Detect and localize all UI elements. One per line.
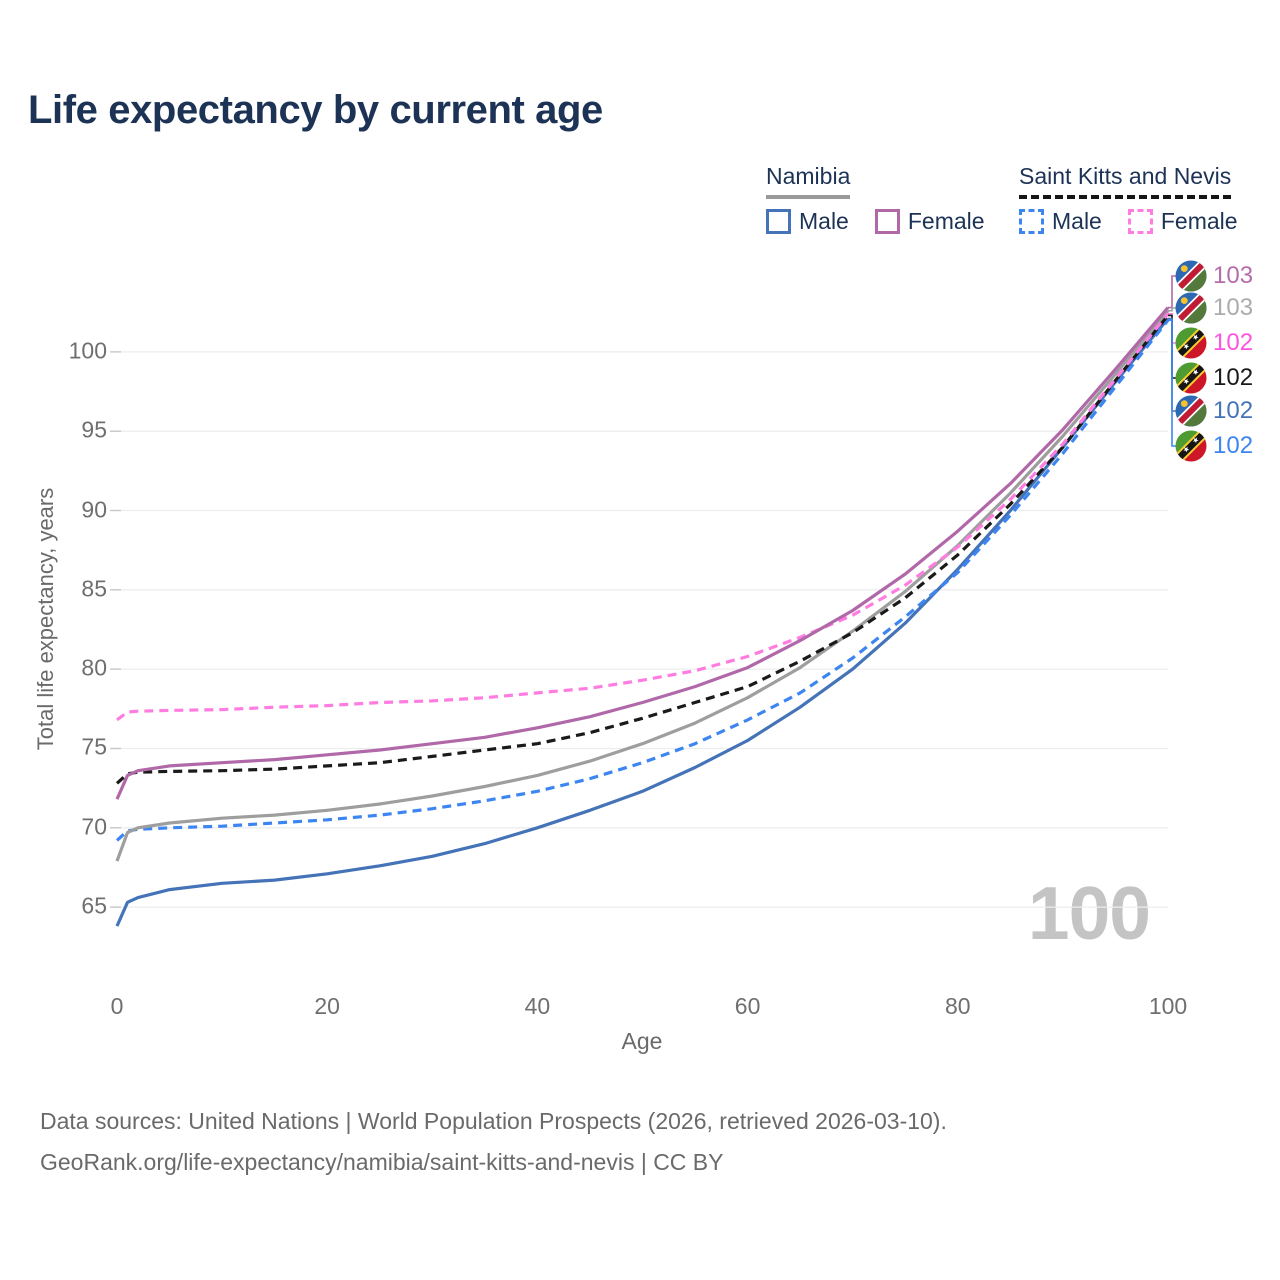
legend-item-namibia-female[interactable]: Female [874,208,985,235]
skn-female-swatch-icon [1127,209,1153,234]
legend-item-skn-male[interactable]: Male [1019,208,1102,235]
namibia-flag-icon [1175,292,1207,324]
series-end-label: 102 [1175,362,1253,394]
y-tick-label: 95 [81,416,107,443]
x-axis-title: Age [621,1028,663,1054]
end-label-connector [1168,307,1177,312]
y-tick-label: 65 [81,892,107,919]
end-label-connector [1168,319,1177,447]
y-tick-label: 85 [81,575,107,602]
legend-country-namibia[interactable]: Namibia [766,163,851,199]
namibia-female-swatch-icon [874,209,900,234]
series-line [116,312,1170,722]
footer-link: GeoRank.org/life-expectancy/namibia/sain… [40,1149,724,1175]
series-end-label: 102 [1175,430,1253,462]
legend-country-saint-kitts-and-nevis[interactable]: Saint Kitts and Nevis [1019,163,1232,199]
footer: Data sources: United Nations | World Pop… [40,1108,947,1190]
saint-kitts-and-nevis-flag-icon [1175,327,1207,359]
end-label-connector [1168,275,1177,309]
footer-sources: Data sources: United Nations | World Pop… [40,1108,947,1134]
series-end-label: 102 [1175,327,1253,359]
legend-item-label: Male [1052,208,1102,234]
y-tick-label: 90 [81,495,107,522]
legend-item-label: Female [1160,208,1238,234]
series-line [115,309,1170,862]
page-title: Life expectancy by current age [28,88,603,132]
end-value: 103 [1213,262,1254,289]
series-line [115,317,1170,927]
end-value: 102 [1213,364,1254,391]
namibia-flag-icon [1175,260,1207,292]
series-end-label: 103 [1175,260,1253,292]
legend-group-namibia: Namibia Male Female [766,163,985,235]
namibia-male-swatch-icon [766,209,791,234]
legend-group-saint-kitts-and-nevis: Saint Kitts and Nevis Male Female [1019,163,1238,235]
y-tick-label: 100 [68,337,107,364]
y-tick-label: 80 [81,654,107,681]
series-end-label: 102 [1175,395,1253,427]
legend-item-skn-female[interactable]: Female [1127,208,1238,235]
series-line [115,314,1170,785]
x-tick-label: 60 [734,993,761,1019]
hover-age-watermark: 100 [1027,871,1151,955]
series-end-label: 103 [1175,292,1253,324]
x-tick-label: 20 [314,993,340,1019]
y-tick-label: 75 [81,733,107,760]
namibia-flag-icon [1175,395,1207,427]
y-tick-label: 70 [81,813,107,840]
saint-kitts-and-nevis-flag-icon [1175,430,1207,462]
end-value: 102 [1213,432,1254,459]
x-tick-label: 80 [945,993,971,1019]
series-line [115,319,1170,842]
legend-item-namibia-male[interactable]: Male [766,208,849,235]
legend-item-label: Male [799,208,849,234]
legend-item-label: Female [907,208,985,234]
end-value: 102 [1213,329,1254,356]
x-tick-label: 100 [1148,993,1188,1019]
x-tick-label: 0 [110,993,124,1019]
saint-kitts-and-nevis-flag-icon [1175,362,1207,394]
skn-male-swatch-icon [1019,209,1044,234]
series-line [115,306,1170,800]
end-value: 103 [1213,294,1254,321]
x-tick-label: 40 [524,993,551,1019]
end-value: 102 [1213,397,1254,424]
